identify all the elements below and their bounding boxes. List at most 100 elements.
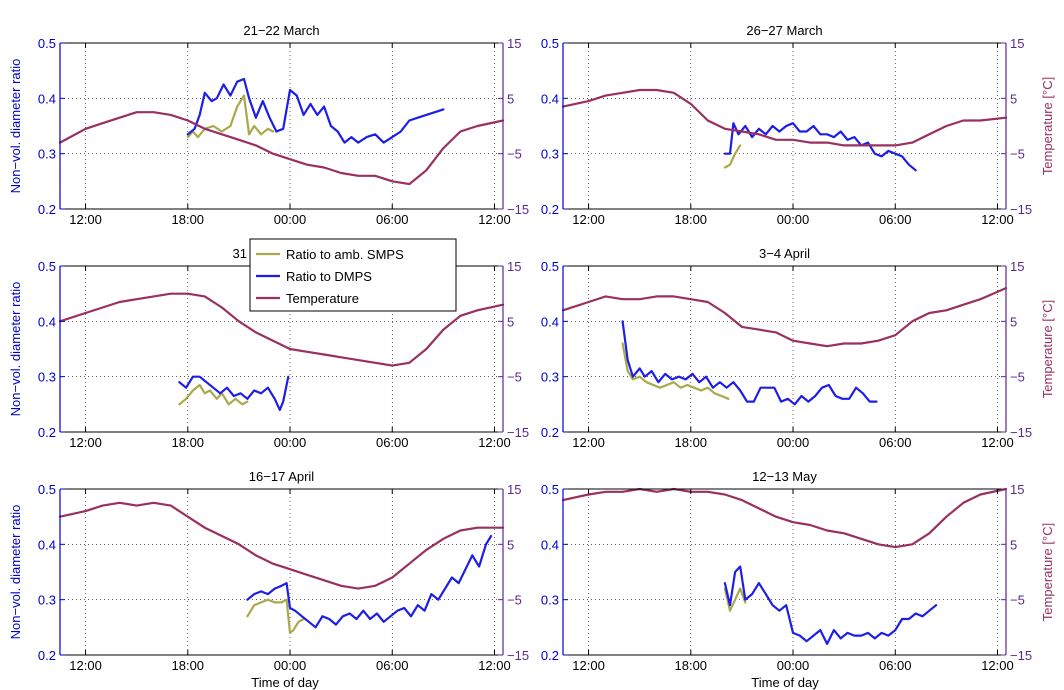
y-tick-label: 0.2	[541, 202, 559, 217]
y2-tick-label: 5	[1010, 91, 1017, 106]
x-tick-label: 00:00	[777, 658, 810, 673]
y2-tick-label: −5	[507, 370, 522, 385]
legend-label-dmps: Ratio to DMPS	[286, 269, 372, 284]
series-smps-line	[621, 342, 730, 400]
legend-label-temp: Temperature	[286, 291, 359, 306]
y2-tick-label: 15	[1010, 36, 1024, 51]
series-dmps-line	[723, 565, 938, 646]
series-temp-line	[58, 501, 505, 590]
y-tick-label: 0.2	[38, 202, 56, 217]
series-temp-line	[561, 287, 1008, 348]
x-tick-label: 12:00	[69, 435, 102, 450]
x-tick-label: 06:00	[879, 435, 912, 450]
panel-1: 12:00 18:00 00:00 06:00 12:00 0.2 0.3 0.4 0.5 −15…	[8, 23, 529, 227]
series-smps-line	[723, 587, 747, 612]
y-tick-label: 0.3	[541, 593, 559, 608]
x-tick-label: 06:00	[376, 658, 409, 673]
y-tick-label: 0.5	[541, 482, 559, 497]
y-tick-label: 0.5	[541, 36, 559, 51]
x-tick-label: 00:00	[274, 212, 307, 227]
legend-label-smps: Ratio to amb. SMPS	[286, 247, 404, 262]
y2-axis-label: Temperature [°C]	[1040, 300, 1055, 398]
y-tick-label: 0.3	[38, 593, 56, 608]
y2-tick-label: −15	[1010, 425, 1032, 440]
panel-title: 26−27 March	[746, 23, 822, 38]
x-tick-label: 12:00	[572, 658, 605, 673]
panel-title: 12−13 May	[752, 469, 817, 484]
x-tick-label: 12:00	[69, 212, 102, 227]
x-tick-label: 12:00	[478, 435, 511, 450]
legend-box	[249, 238, 457, 312]
y-tick-label: 0.4	[541, 537, 559, 552]
y2-tick-label: 15	[1010, 259, 1024, 274]
x-tick-label: 18:00	[675, 212, 708, 227]
y2-tick-label: 15	[507, 259, 521, 274]
x-tick-label: 12:00	[69, 658, 102, 673]
y2-tick-label: −15	[1010, 648, 1032, 663]
y2-tick-label: 5	[1010, 314, 1017, 329]
y-tick-label: 0.5	[38, 259, 56, 274]
x-tick-label: 12:00	[478, 212, 511, 227]
y-tick-label: 0.3	[541, 147, 559, 162]
panel-title: 16−17 April	[249, 469, 315, 484]
y-tick-label: 0.4	[38, 537, 56, 552]
y2-tick-label: 5	[507, 537, 514, 552]
panel-2: 12:00 18:00 00:00 06:00 12:00 0.2 0.3 0.4 0.5 −15…	[541, 23, 1055, 227]
x-tick-label: 12:00	[572, 212, 605, 227]
y-tick-label: 0.5	[541, 259, 559, 274]
y-tick-label: 0.3	[541, 370, 559, 385]
x-tick-label: 18:00	[172, 435, 205, 450]
y-tick-label: 0.2	[541, 425, 559, 440]
series-dmps-line	[178, 375, 290, 411]
x-tick-label: 06:00	[376, 435, 409, 450]
y-tick-label: 0.5	[38, 482, 56, 497]
series-temp-line	[58, 292, 505, 367]
x-tick-label: 06:00	[376, 212, 409, 227]
y2-tick-label: −5	[1010, 147, 1025, 162]
panel-4: 12:00 18:00 00:00 06:00 12:00 0.2 0.3 0.4 0.5 −15…	[541, 246, 1055, 450]
y2-tick-label: 5	[507, 91, 514, 106]
y2-tick-label: −5	[507, 593, 522, 608]
series-smps-line	[178, 383, 249, 406]
y-tick-label: 0.4	[38, 91, 56, 106]
x-tick-label: 12:00	[981, 212, 1014, 227]
x-tick-label: 18:00	[675, 435, 708, 450]
y2-tick-label: 15	[507, 482, 521, 497]
y2-tick-label: −5	[1010, 593, 1025, 608]
plot-area	[563, 266, 1006, 432]
y-axis-label: Non−vol. diameter ratio	[8, 59, 23, 194]
x-tick-label: 12:00	[981, 658, 1014, 673]
x-tick-label: 12:00	[478, 658, 511, 673]
y2-tick-label: −15	[507, 648, 529, 663]
panel-title: 3−4 April	[759, 246, 810, 261]
series-dmps-line	[246, 534, 493, 629]
y-tick-label: 0.2	[38, 648, 56, 663]
y-tick-label: 0.2	[38, 425, 56, 440]
y-axis-label: Non−vol. diameter ratio	[8, 282, 23, 417]
y-tick-label: 0.5	[38, 36, 56, 51]
panel-6: 12:00 18:00 00:00 06:00 12:00 0.2 0.3 0.4 0.5 −15…	[541, 469, 1055, 673]
plot-area	[563, 489, 1006, 655]
series-temp-line	[58, 111, 505, 186]
y2-tick-label: 5	[1010, 537, 1017, 552]
y2-axis-label: Temperature [°C]	[1040, 523, 1055, 621]
series-dmps-line	[186, 77, 445, 144]
panel-title: 21−22 March	[243, 23, 319, 38]
x-tick-label: 00:00	[274, 658, 307, 673]
y2-tick-label: 5	[507, 314, 514, 329]
panel-5: 12:00 18:00 00:00 06:00 12:00 0.2 0.3 0.4 0.5 −15…	[8, 469, 529, 673]
y-tick-label: 0.4	[38, 314, 56, 329]
y2-tick-label: −5	[507, 147, 522, 162]
x-tick-label: 00:00	[274, 435, 307, 450]
y-tick-label: 0.4	[541, 91, 559, 106]
y-tick-label: 0.2	[541, 648, 559, 663]
y2-axis-label: Temperature [°C]	[1040, 77, 1055, 175]
y-tick-label: 0.3	[38, 147, 56, 162]
plot-area	[60, 489, 503, 655]
y2-tick-label: 15	[1010, 482, 1024, 497]
plot-area	[60, 43, 503, 209]
y2-tick-label: −15	[507, 202, 529, 217]
x-tick-label: 00:00	[777, 212, 810, 227]
series-dmps-line	[621, 320, 878, 406]
